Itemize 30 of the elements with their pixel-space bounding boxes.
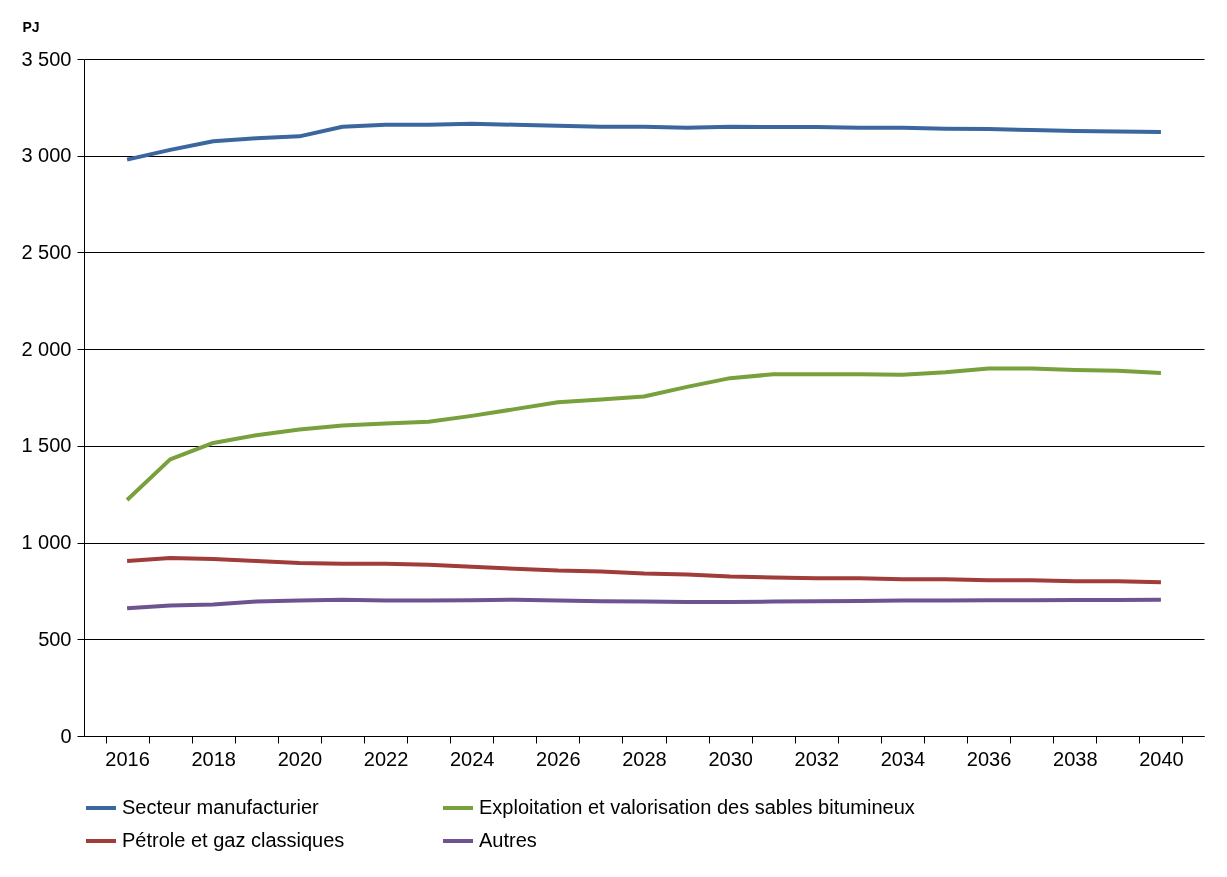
y-tick-label: 2 500 <box>21 240 72 263</box>
y-tick-label: 3 000 <box>21 144 72 167</box>
x-tick-label: 2022 <box>363 747 409 770</box>
x-tick-label: 2038 <box>1053 747 1098 770</box>
x-tick-label: 2020 <box>277 747 323 770</box>
y-tick-label: 500 <box>38 627 72 650</box>
legend-label: Autres <box>479 829 537 851</box>
x-tick-label: 2036 <box>966 747 1012 770</box>
legend-label: Secteur manufacturier <box>122 796 320 818</box>
x-tick-label: 2026 <box>536 747 581 770</box>
x-tick-label: 2030 <box>708 747 753 770</box>
line-series <box>125 556 1163 585</box>
line-series <box>125 366 1163 503</box>
x-tick-label: 2032 <box>794 747 840 770</box>
x-tick-label: 2016 <box>105 747 150 770</box>
legend-label: Pétrole et gaz classiques <box>122 829 345 851</box>
y-tick-label: 1 500 <box>21 434 72 457</box>
y-tick-label: 2 000 <box>21 337 72 360</box>
legend-label: Exploitation et valorisation des sables bitumineux <box>479 796 915 818</box>
y-tick-label: 3 500 <box>21 47 72 70</box>
line-series <box>125 121 1163 162</box>
y-tick-label: 1 000 <box>21 531 72 554</box>
x-tick-label: 2040 <box>1139 747 1184 770</box>
x-tick-label: 2034 <box>880 747 926 770</box>
x-tick-label: 2028 <box>622 747 667 770</box>
y-axis-title: PJ <box>22 18 40 35</box>
x-tick-label: 2024 <box>449 747 495 770</box>
line-series <box>125 597 1163 611</box>
y-tick-label: 0 <box>60 724 72 747</box>
x-tick-label: 2018 <box>191 747 236 770</box>
